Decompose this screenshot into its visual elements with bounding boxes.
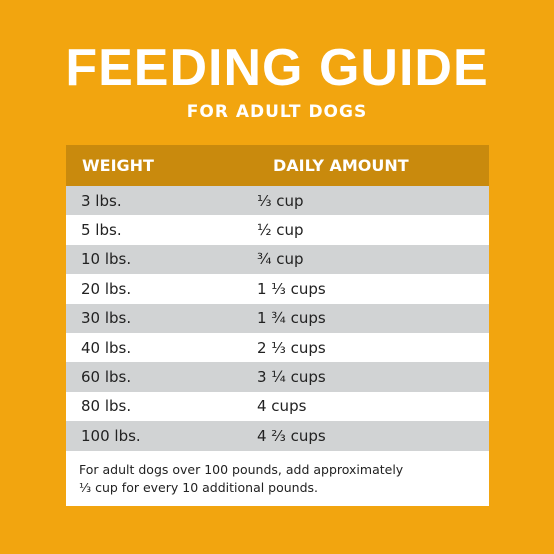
table-cell: 100 lbs.	[81, 426, 141, 445]
column-header: DAILY AMOUNT	[273, 156, 409, 175]
table-cell: 1 ⅓ cups	[257, 279, 326, 298]
table-cell: 10 lbs.	[81, 250, 132, 269]
table-row: 30 lbs. 1 ¾ cups	[66, 303, 489, 333]
table-cell: 4 cups	[257, 397, 307, 416]
footnote-line: ⅓ cup for every 10 additional pounds.	[79, 480, 319, 495]
table-cell: 20 lbs.	[81, 279, 132, 298]
table-cell: 4 ⅔ cups	[257, 426, 326, 445]
table-cell: ¾ cup	[257, 250, 304, 269]
table-cell: ½ cup	[257, 221, 304, 240]
title: FEEDING GUIDE	[65, 39, 489, 97]
table-row: 3 lbs. ⅓ cup	[66, 186, 489, 216]
table-cell: 5 lbs.	[81, 221, 122, 240]
table-cell: 40 lbs.	[81, 338, 132, 357]
table-cell: 2 ⅓ cups	[257, 338, 326, 357]
table-cell: 3 lbs.	[81, 191, 122, 210]
table-cell: ⅓ cup	[257, 191, 304, 210]
table-row: 60 lbs. 3 ¼ cups	[66, 362, 489, 392]
table-row: 5 lbs. ½ cup	[66, 215, 489, 245]
table-row: 100 lbs. 4 ⅔ cups	[66, 421, 489, 451]
column-header: WEIGHT	[82, 156, 154, 175]
table-header: WEIGHT DAILY AMOUNT	[66, 145, 489, 186]
table-cell: 3 ¼ cups	[257, 368, 326, 387]
table-row: 80 lbs. 4 cups	[66, 391, 489, 422]
table-cell: 60 lbs.	[81, 368, 132, 387]
table-row: 40 lbs. 2 ⅓ cups	[66, 332, 489, 363]
feeding-table: WEIGHT DAILY AMOUNT 3 lbs. ⅓ cup 5 lbs. ½ c…	[66, 145, 489, 451]
subtitle: FOR ADULT DOGS	[186, 102, 368, 122]
footnote-line: For adult dogs over 100 pounds, add appr…	[79, 462, 404, 477]
table-cell: 30 lbs.	[81, 309, 132, 328]
table-cell: 1 ¾ cups	[257, 309, 326, 328]
footnote: For adult dogs over 100 pounds, add appr…	[66, 451, 489, 506]
table-row: 10 lbs. ¾ cup	[66, 244, 489, 275]
table-cell: 80 lbs.	[81, 397, 132, 416]
table-row: 20 lbs. 1 ⅓ cups	[66, 274, 489, 304]
table-body: 3 lbs. ⅓ cup 5 lbs. ½ cup 10 lbs. ¾ cup 20 lbs…	[66, 186, 489, 451]
